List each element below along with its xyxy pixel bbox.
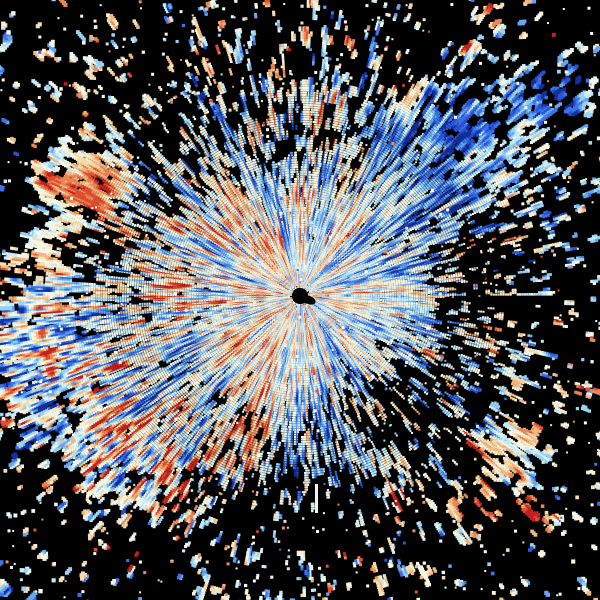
radar-display — [0, 0, 600, 600]
doppler-velocity-canvas — [0, 0, 600, 600]
